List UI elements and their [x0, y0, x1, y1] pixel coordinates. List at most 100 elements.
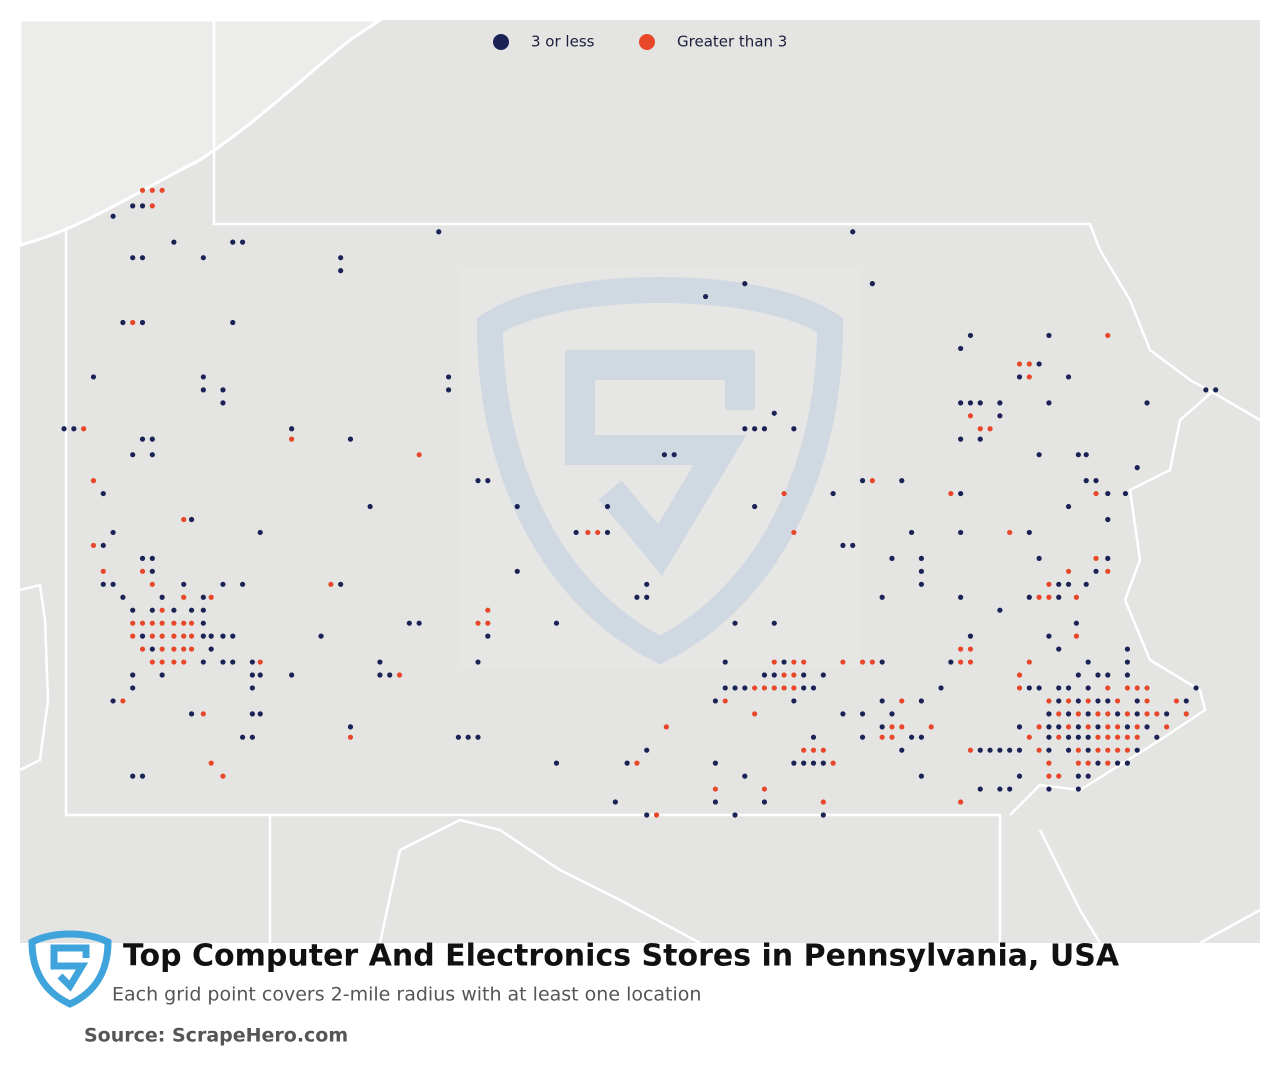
grid-point	[820, 812, 826, 818]
grid-point	[1073, 633, 1079, 639]
grid-point	[1114, 724, 1121, 730]
grid-point	[1093, 478, 1099, 484]
grid-point	[220, 387, 226, 393]
grid-point	[1105, 698, 1111, 704]
grid-point	[810, 685, 817, 691]
grid-point	[1007, 786, 1013, 792]
grid-point	[485, 633, 491, 639]
grid-point	[604, 529, 611, 536]
grid-point	[249, 672, 255, 678]
grid-point	[514, 568, 520, 574]
grid-point	[139, 255, 146, 261]
grid-point	[997, 400, 1003, 406]
grid-point	[149, 568, 155, 574]
grid-point	[1046, 332, 1052, 339]
grid-point	[188, 633, 195, 639]
grid-point	[1114, 747, 1121, 753]
grid-point	[573, 529, 579, 536]
grid-point	[1124, 760, 1131, 766]
grid-point	[1007, 529, 1013, 536]
grid-point	[200, 374, 206, 380]
grid-point	[149, 452, 155, 458]
grid-point	[1105, 516, 1111, 523]
grid-point	[1105, 724, 1111, 730]
grid-point	[1026, 361, 1032, 367]
grid-point	[1124, 711, 1131, 717]
grid-point	[997, 747, 1003, 753]
grid-point	[149, 633, 155, 639]
grid-point	[1046, 698, 1052, 704]
grid-point	[840, 659, 846, 665]
grid-point	[1122, 490, 1129, 497]
grid-point	[1095, 734, 1101, 740]
grid-point	[840, 711, 846, 717]
grid-point	[100, 542, 106, 549]
grid-point	[997, 607, 1003, 613]
grid-point	[1065, 503, 1072, 510]
logo	[28, 930, 112, 1008]
grid-point	[820, 799, 826, 805]
grid-point	[801, 747, 807, 753]
grid-point	[791, 698, 797, 704]
grid-point	[81, 426, 87, 432]
grid-point	[1095, 760, 1101, 766]
grid-point	[130, 255, 136, 261]
grid-point	[1193, 685, 1199, 691]
grid-point	[514, 503, 520, 510]
grid-point	[634, 594, 640, 600]
grid-point	[200, 387, 206, 393]
grid-point	[1065, 698, 1072, 704]
grid-point	[1026, 659, 1032, 665]
watermark-bg	[460, 268, 860, 668]
grid-point	[1144, 400, 1150, 406]
grid-point	[171, 607, 177, 613]
grid-point	[257, 529, 263, 536]
grid-point	[171, 239, 177, 245]
grid-point	[1046, 400, 1052, 406]
grid-point	[791, 529, 797, 536]
grid-point	[455, 734, 461, 740]
grid-point	[220, 773, 226, 779]
grid-point	[595, 529, 601, 536]
grid-point	[249, 685, 255, 691]
grid-point	[1075, 698, 1081, 704]
grid-point	[869, 281, 875, 287]
grid-point	[220, 581, 226, 587]
grid-point	[1046, 581, 1052, 587]
grid-point	[671, 452, 677, 458]
grid-point	[200, 255, 206, 261]
grid-point	[1065, 734, 1072, 740]
grid-point	[1046, 734, 1052, 740]
grid-point	[1083, 581, 1089, 587]
grid-point	[761, 786, 768, 792]
grid-point	[997, 786, 1003, 792]
grid-point	[1124, 724, 1131, 730]
grid-point	[1075, 724, 1081, 730]
grid-point	[1056, 773, 1062, 779]
grid-point	[967, 332, 974, 339]
grid-point	[1154, 711, 1160, 717]
grid-point	[181, 581, 187, 587]
grid-point	[997, 413, 1003, 419]
grid-point	[208, 633, 214, 639]
grid-point	[1105, 711, 1111, 717]
grid-point	[230, 659, 236, 665]
lake-erie	[18, 18, 385, 247]
grid-point	[850, 542, 856, 549]
grid-point	[958, 490, 964, 497]
grid-point	[585, 529, 591, 536]
grid-point	[967, 633, 974, 639]
grid-point	[1105, 760, 1111, 766]
grid-point	[1007, 747, 1013, 753]
grid-point	[810, 734, 817, 740]
grid-point	[188, 620, 195, 626]
grid-point	[347, 734, 354, 740]
grid-point	[1134, 685, 1140, 691]
grid-point	[110, 581, 116, 587]
grid-point	[801, 659, 807, 665]
grid-point	[100, 568, 106, 574]
grid-point	[1046, 594, 1052, 600]
grid-point	[220, 659, 226, 665]
grid-point	[1105, 332, 1111, 339]
potomac	[378, 818, 701, 945]
